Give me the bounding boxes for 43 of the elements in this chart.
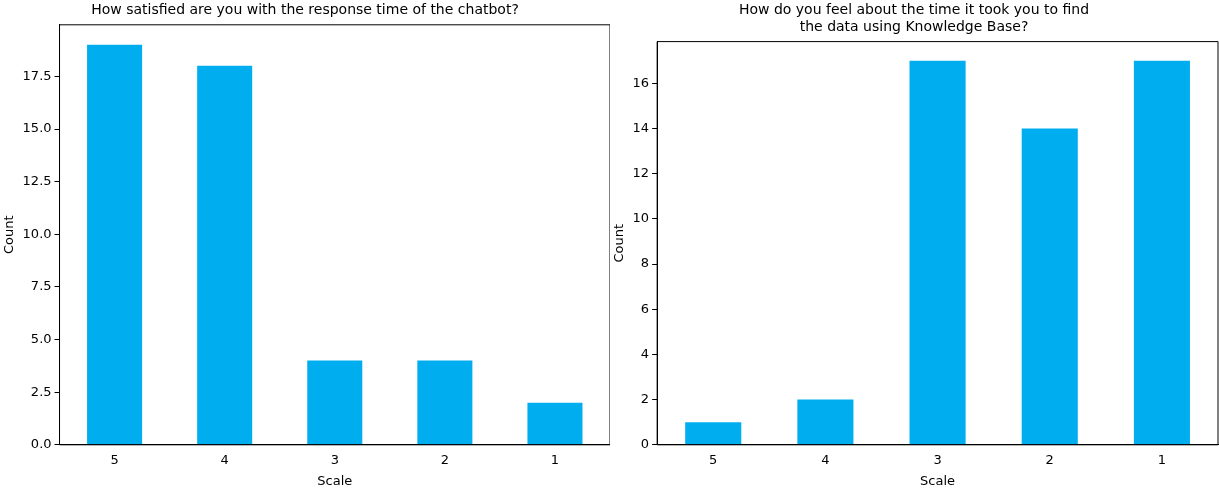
bar — [527, 402, 583, 445]
bar — [1133, 60, 1190, 445]
x-tick-label: 3 — [933, 451, 942, 467]
bar — [797, 399, 854, 445]
y-tick-label: 17.5 — [22, 67, 52, 83]
x-tick-label: 4 — [821, 451, 830, 467]
y-tick-label: 12 — [632, 165, 650, 181]
y-tick-label: 2 — [640, 391, 650, 406]
x-tick-label: 4 — [220, 451, 229, 467]
chart-title: How satisfied are you with the response time of the chatbot? — [91, 1, 519, 18]
bar — [909, 60, 966, 445]
y-tick-label: 10 — [632, 210, 650, 226]
x-tick-label: 2 — [1045, 451, 1054, 467]
y-tick-label: 4 — [640, 345, 650, 361]
y-tick-label: 14 — [632, 119, 650, 135]
x-tick-label: 1 — [550, 451, 560, 467]
y-axis-title: Count — [1, 215, 17, 255]
x-tick-label: 1 — [1157, 451, 1167, 467]
x-tick-label: 5 — [110, 451, 119, 467]
x-tick-label: 5 — [709, 451, 718, 467]
y-tick-label: 16 — [632, 74, 650, 90]
x-axis-title: Scale — [317, 472, 353, 488]
y-tick-label: 0 — [640, 436, 650, 452]
x-tick-label: 3 — [330, 451, 339, 467]
x-axis-title: Scale — [920, 472, 956, 488]
bar — [417, 360, 473, 445]
y-tick-label: 7.5 — [30, 278, 52, 294]
y-tick-label: 2.5 — [30, 383, 52, 399]
bar — [307, 360, 363, 445]
bar — [685, 422, 742, 445]
y-tick-label: 10.0 — [22, 225, 52, 241]
y-tick-label: 0.0 — [30, 436, 52, 452]
y-tick-label: 12.5 — [22, 173, 52, 189]
y-axis-title: Count — [611, 223, 627, 263]
bar — [1021, 128, 1078, 445]
y-tick-label: 8 — [640, 255, 650, 271]
bar — [87, 44, 143, 445]
y-tick-label: 6 — [640, 300, 650, 316]
y-tick-label: 5.0 — [30, 330, 52, 346]
chart-title: How do you feel about the time it took you to find the data using Knowledge Base? — [738, 1, 1090, 34]
bar — [197, 65, 253, 445]
x-tick-label: 2 — [440, 451, 449, 467]
y-tick-label: 15.0 — [22, 120, 52, 136]
